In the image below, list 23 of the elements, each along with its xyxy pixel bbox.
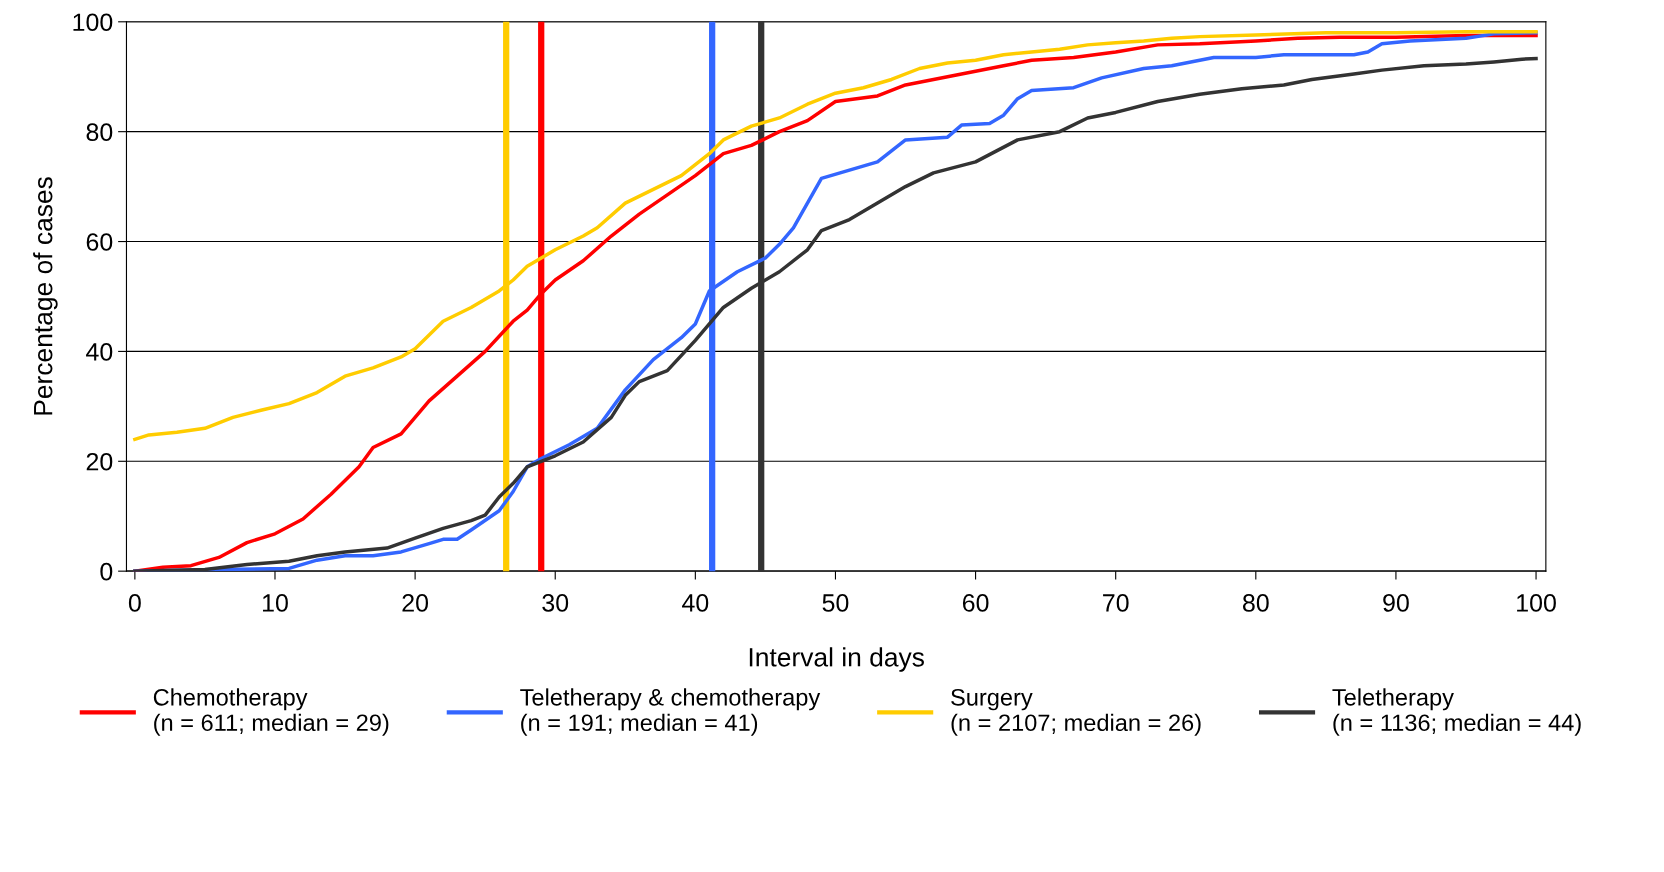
y-tick-label: 80 <box>86 123 113 141</box>
y-tick-label: 0 <box>100 562 113 581</box>
x-tick-label: 0 <box>128 594 141 612</box>
x-tick-label: 30 <box>542 594 569 612</box>
x-tick-label: 70 <box>1103 594 1129 612</box>
y-axis-title: Percentage of cases <box>33 177 58 415</box>
y-tick-label: 40 <box>86 343 113 361</box>
x-tick-label: 80 <box>1243 594 1269 612</box>
x-axis-title: Interval in days <box>749 647 924 672</box>
legend-label: Teletherapy (n = 1136; median = 44) <box>1332 688 1581 736</box>
legend-label: Surgery (n = 2107; median = 26) <box>951 688 1201 736</box>
y-tick-label: 100 <box>73 13 113 32</box>
legend-label: Chemotherapy (n = 611; median = 29) <box>153 688 389 736</box>
x-tick-label: 100 <box>1517 594 1556 612</box>
x-tick-label: 20 <box>402 594 429 612</box>
x-tick-label: 90 <box>1383 594 1409 612</box>
y-tick-label: 60 <box>86 233 113 251</box>
y-tick-label: 20 <box>86 452 113 471</box>
x-tick-label: 50 <box>822 594 849 612</box>
legend-label: Teletherapy & chemotherapy (n = 191; median = 41) <box>520 688 821 736</box>
x-tick-label: 40 <box>682 594 709 612</box>
x-tick-label: 60 <box>962 594 989 612</box>
x-tick-label: 10 <box>262 594 288 612</box>
